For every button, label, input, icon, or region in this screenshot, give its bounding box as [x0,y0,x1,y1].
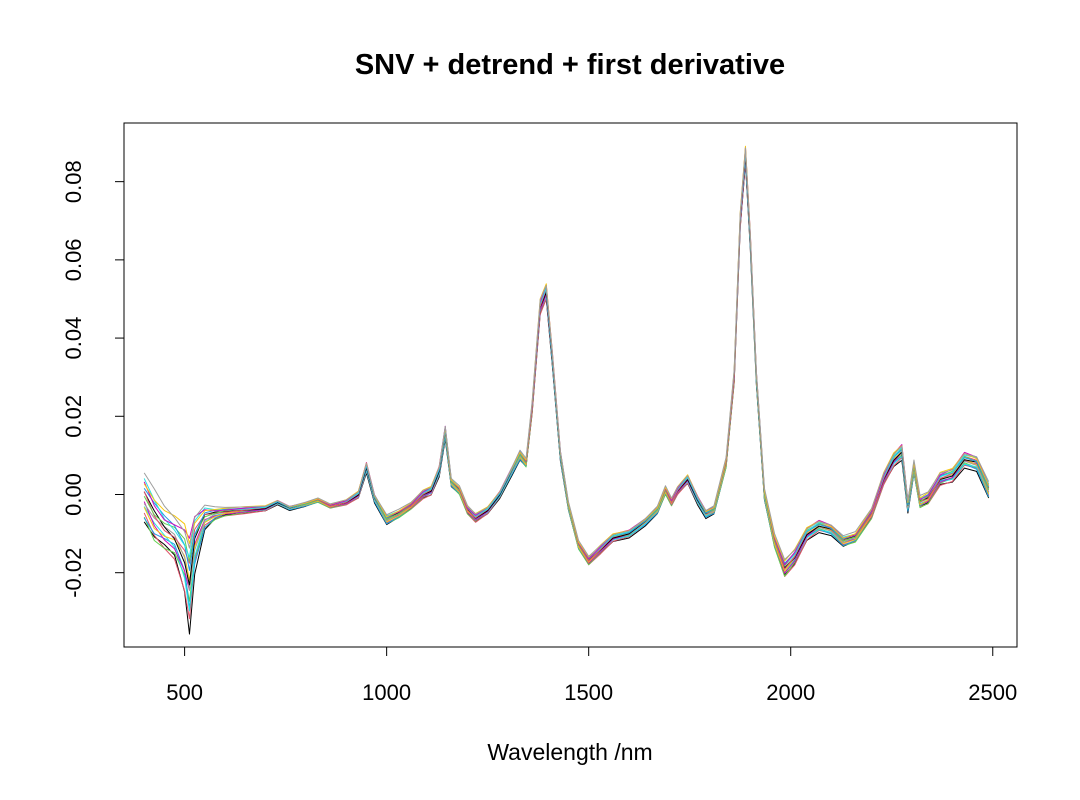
spectrum-line [143,162,990,620]
series-layer [143,145,990,635]
x-axis: 500 1000 1500 2000 2500 [166,646,1017,705]
x-axis-label: Wavelength /nm [487,739,652,765]
spectrum-line [143,155,990,586]
x-tick-label: 1500 [564,680,613,705]
spectrum-line [143,159,990,612]
spectrum-line [143,150,990,566]
x-tick-label: 2500 [968,680,1017,705]
y-tick-label: 0.08 [61,160,86,203]
y-tick-label: -0.02 [61,548,86,598]
y-tick-label: 0.04 [61,317,86,360]
y-tick-label: 0.00 [61,473,86,516]
plot-frame [123,122,1018,648]
spectrum-line [143,146,990,566]
y-axis: -0.02 0.00 0.02 0.04 0.06 0.08 [61,160,125,598]
x-tick-label: 2000 [766,680,815,705]
y-tick-label: 0.06 [61,238,86,281]
spectrum-line [143,158,990,602]
spectrum-line [143,153,990,581]
x-tick-label: 500 [166,680,203,705]
spectrum-line [143,157,990,609]
x-tick-label: 1000 [362,680,411,705]
spectrum-line [143,162,990,635]
chart-title: SNV + detrend + first derivative [355,49,785,81]
spectrum-line [143,147,990,561]
y-tick-label: 0.02 [61,395,86,438]
